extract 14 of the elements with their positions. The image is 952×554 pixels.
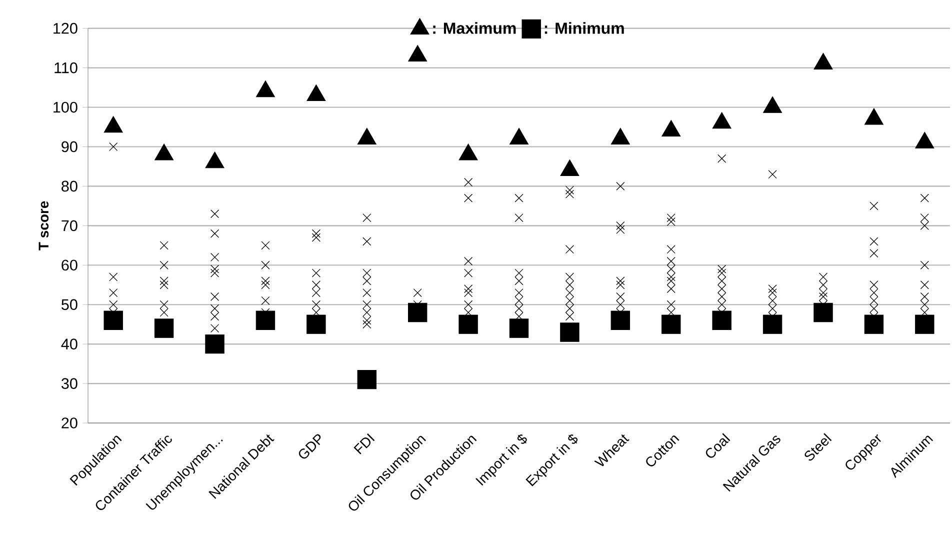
y-tick-label: 110 [54, 62, 78, 74]
legend-label: : Maximum [433, 22, 516, 34]
y-tick-label: 100 [54, 102, 78, 113]
y-tick-label: 70 [62, 220, 78, 232]
y-tick-label: 20 [62, 418, 78, 428]
y-tick-label: 120 [54, 22, 78, 34]
y-tick-label: 60 [62, 260, 78, 271]
y-tick-label: 30 [61, 378, 78, 389]
y-tick-label: 40 [61, 338, 78, 350]
y-tick-label: 50 [62, 299, 78, 310]
y-axis-title: T score [38, 201, 49, 250]
y-tick-label: 90 [62, 141, 78, 152]
legend-label: : Minimum [544, 22, 624, 34]
y-tick-label: 80 [62, 180, 78, 192]
